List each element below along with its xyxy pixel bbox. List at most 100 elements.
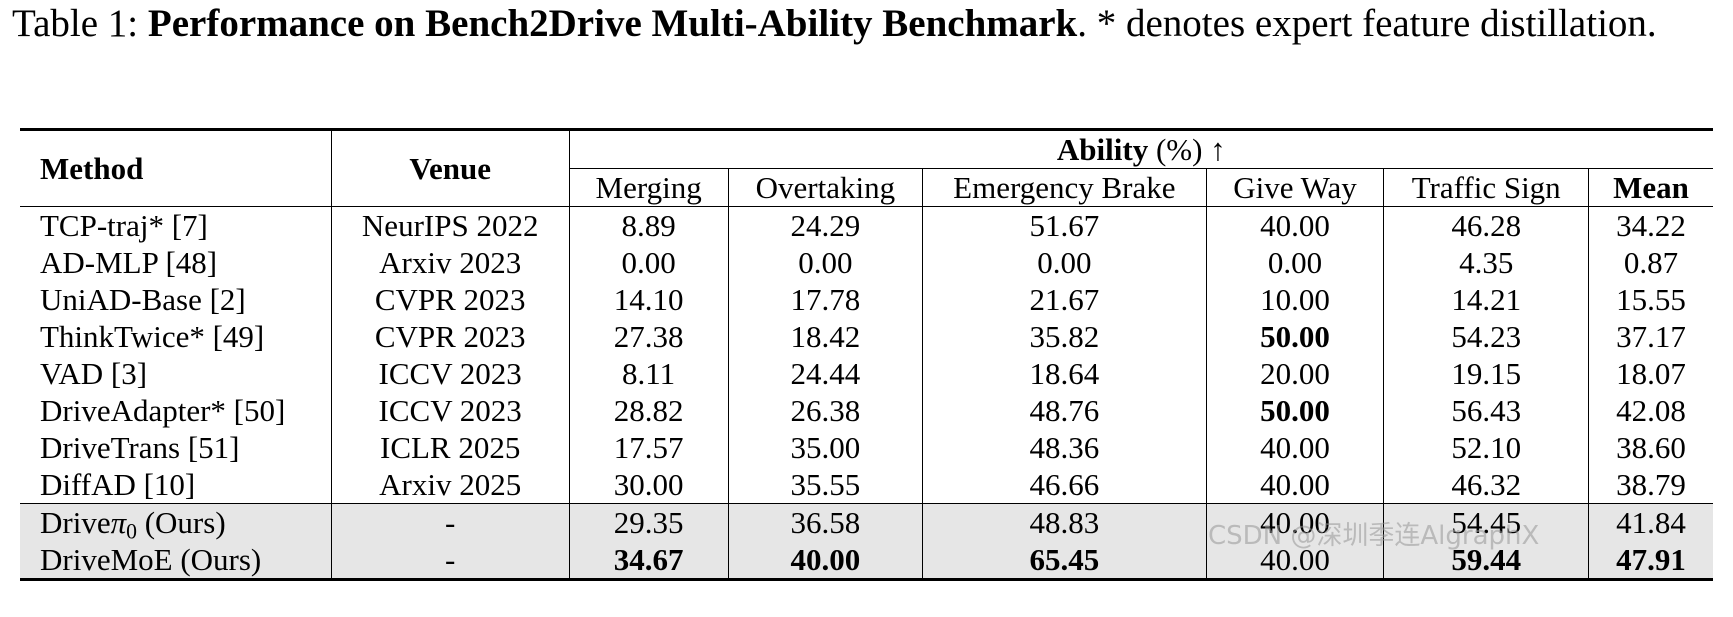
header-venue: Venue (330, 129, 570, 207)
value-cell: 0.00 (568, 244, 729, 281)
value-cell: 40.00 (1205, 541, 1384, 580)
method-cell: TCP-traj* [7] (20, 206, 332, 244)
table-row: ThinkTwice* [49] CVPR 2023 27.38 18.42 35.82… (20, 318, 1713, 355)
value-cell: 17.78 (727, 281, 923, 318)
method-cell: DiffAD [10] (40, 467, 196, 502)
value-cell: 37.17 (1587, 318, 1713, 355)
method-subscript: 0 (126, 519, 137, 541)
venue-cell: - (330, 503, 570, 541)
caption-prefix: Table 1: (12, 2, 148, 45)
value-cell: 21.67 (922, 281, 1207, 318)
value-cell: 40.00 (1205, 466, 1384, 504)
venue-cell: - (330, 541, 570, 580)
method-cell: ThinkTwice* [49] (40, 319, 265, 354)
method-cell: DriveAdapter* [50] (40, 393, 286, 428)
value-cell: 24.44 (727, 355, 923, 392)
method-suffix: (Ours) (136, 505, 226, 540)
value-cell: 40.00 (1205, 503, 1384, 541)
value-cell: 24.29 (727, 206, 923, 244)
method-symbol: π (110, 505, 127, 540)
method-name: DriveMoE (Ours) (40, 542, 262, 577)
value-cell: 26.38 (727, 392, 923, 429)
value-cell: 18.64 (922, 355, 1207, 392)
header-col: Merging (568, 168, 729, 207)
value-cell: 0.00 (922, 244, 1207, 281)
value-cell: 46.28 (1383, 206, 1589, 244)
table-row: VAD [3] ICCV 2023 8.11 24.44 18.64 20.00 19.15… (20, 355, 1713, 392)
value-cell: 14.10 (568, 281, 729, 318)
method-name: Drive (40, 505, 111, 540)
caption-title: Performance on Bench2Drive Multi-Ability… (147, 2, 1078, 45)
table-row-ours: Driveπ0 (Ours) -29.35 36.58 48.83 40.00 54.45… (20, 503, 1713, 541)
venue-cell: CVPR 2023 (330, 281, 570, 318)
value-cell: 34.67 (568, 541, 729, 580)
table-row: DriveTrans [51] ICLR 2025 17.57 35.00 48.36 4… (20, 429, 1713, 466)
table-body: TCP-traj* [7] NeurIPS 2022 8.89 24.29 51.67 4… (20, 206, 1713, 580)
table-row: AD-MLP [48] Arxiv 2023 0.00 0.00 0.00 0.00 4.3… (20, 244, 1713, 281)
value-cell: 38.60 (1587, 429, 1713, 466)
value-cell: 54.23 (1383, 318, 1589, 355)
value-cell: 59.44 (1383, 541, 1589, 580)
table-row: TCP-traj* [7] NeurIPS 2022 8.89 24.29 51.67 4… (20, 206, 1713, 244)
header-ability: Ability (%) ↑ (568, 129, 1713, 169)
value-cell: 38.79 (1587, 466, 1713, 504)
value-cell: 14.21 (1383, 281, 1589, 318)
value-cell: 20.00 (1205, 355, 1384, 392)
value-cell: 17.57 (568, 429, 729, 466)
value-cell: 0.00 (727, 244, 923, 281)
value-cell: 40.00 (1205, 429, 1384, 466)
venue-cell: ICLR 2025 (330, 429, 570, 466)
value-cell: 18.07 (1587, 355, 1713, 392)
method-cell: AD-MLP [48] (40, 245, 218, 280)
header-col: Overtaking (727, 168, 923, 207)
value-cell: 15.55 (1587, 281, 1713, 318)
value-cell: 48.36 (922, 429, 1207, 466)
table-header: Method Venue Ability (%) ↑ Merging Overt… (20, 129, 1713, 207)
header-method: Method (40, 151, 144, 186)
value-cell: 51.67 (922, 206, 1207, 244)
value-cell: 65.45 (922, 541, 1207, 580)
value-cell: 35.00 (727, 429, 923, 466)
table-row: UniAD-Base [2] CVPR 2023 14.10 17.78 21.67 10… (20, 281, 1713, 318)
value-cell: 48.83 (922, 503, 1207, 541)
venue-cell: Arxiv 2025 (330, 466, 570, 504)
venue-cell: ICCV 2023 (330, 355, 570, 392)
value-cell: 28.82 (568, 392, 729, 429)
header-col: Emergency Brake (922, 168, 1207, 207)
value-cell: 47.91 (1587, 541, 1713, 580)
table-row-ours: DriveMoE (Ours) -34.67 40.00 65.45 40.00 59.4… (20, 541, 1713, 580)
table-row: DiffAD [10] Arxiv 2025 30.00 35.55 46.66 40.0… (20, 466, 1713, 504)
venue-cell: Arxiv 2023 (330, 244, 570, 281)
value-cell: 34.22 (1587, 206, 1713, 244)
value-cell: 46.32 (1383, 466, 1589, 504)
value-cell: 10.00 (1205, 281, 1384, 318)
value-cell: 27.38 (568, 318, 729, 355)
method-cell: UniAD-Base [2] (40, 282, 246, 317)
value-cell: 50.00 (1205, 318, 1384, 355)
value-cell: 35.82 (922, 318, 1207, 355)
value-cell: 40.00 (1205, 206, 1384, 244)
value-cell: 19.15 (1383, 355, 1589, 392)
value-cell: 30.00 (568, 466, 729, 504)
header-ability-rest: (%) ↑ (1148, 132, 1226, 167)
value-cell: 46.66 (922, 466, 1207, 504)
method-cell: DriveMoE (Ours) (20, 541, 332, 580)
venue-cell: ICCV 2023 (330, 392, 570, 429)
value-cell: 56.43 (1383, 392, 1589, 429)
table-row: DriveAdapter* [50] ICCV 2023 28.82 26.38 48.… (20, 392, 1713, 429)
value-cell: 8.89 (568, 206, 729, 244)
method-cell: VAD [3] (40, 356, 148, 391)
results-table: Method Venue Ability (%) ↑ Merging Overt… (20, 128, 1713, 581)
value-cell: 0.00 (1205, 244, 1384, 281)
value-cell: 52.10 (1383, 429, 1589, 466)
header-row-1: Method Venue Ability (%) ↑ (20, 129, 1713, 207)
value-cell: 41.84 (1587, 503, 1713, 541)
value-cell: 36.58 (727, 503, 923, 541)
method-cell: Driveπ0 (Ours) (20, 503, 332, 541)
header-ability-bold: Ability (1056, 132, 1149, 167)
watermark: CSDN @深圳季连AlgraphX (1208, 521, 1540, 551)
value-cell: 50.00 (1205, 392, 1384, 429)
header-col: Traffic Sign (1383, 168, 1589, 207)
value-cell: 40.00 (727, 541, 923, 580)
header-row-2: Merging Overtaking Emergency Brake Give … (20, 168, 1713, 207)
